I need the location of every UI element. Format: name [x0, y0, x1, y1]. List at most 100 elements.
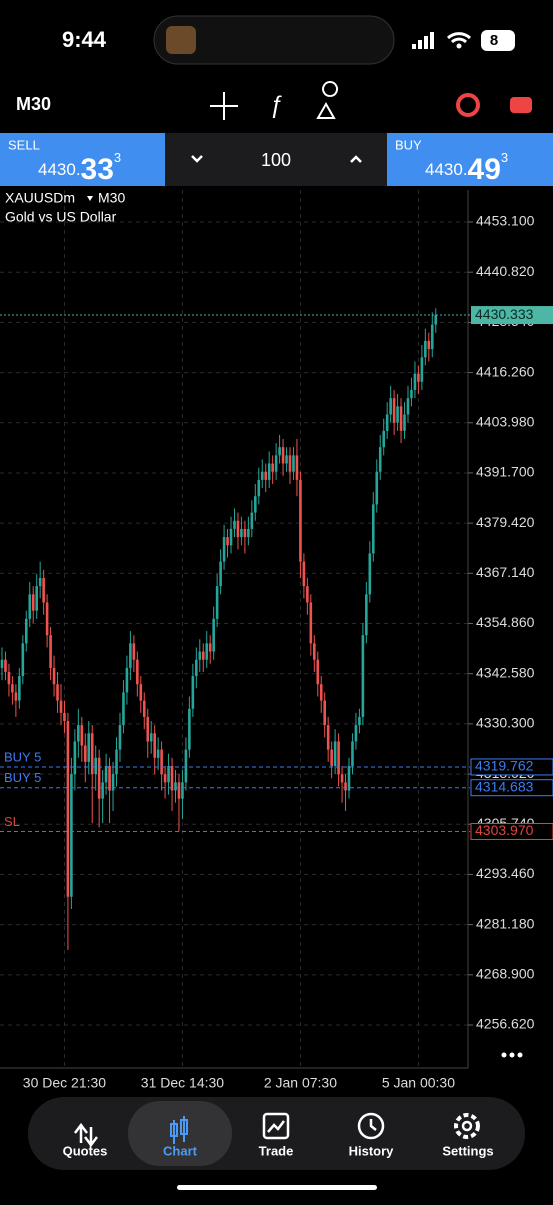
candle-body	[167, 765, 170, 783]
candle-body	[382, 430, 385, 448]
volume-arrows[interactable]	[191, 155, 362, 163]
candle-body	[4, 659, 7, 672]
candle-body	[191, 676, 195, 709]
candle-body	[28, 594, 32, 619]
tab-bar	[28, 1097, 525, 1170]
timeframe-button[interactable]: M30	[16, 94, 51, 114]
candle-body	[299, 479, 302, 562]
candle-body	[45, 602, 49, 636]
candle-body	[226, 537, 229, 546]
candle-body	[236, 520, 240, 538]
candle-body	[333, 741, 337, 766]
candle-body	[302, 561, 306, 587]
price-big: 49	[468, 153, 501, 186]
price-main: 4430.	[38, 160, 81, 179]
candle-body	[83, 745, 87, 762]
chart-icon-body	[170, 1123, 178, 1137]
candle-body	[361, 635, 365, 717]
candle-body	[7, 671, 11, 685]
price-main: 4430.	[425, 160, 468, 179]
candle-body	[80, 725, 84, 746]
candle-body	[149, 733, 153, 742]
candle-body	[354, 725, 358, 742]
candle-body	[389, 398, 392, 415]
candle-body	[399, 406, 403, 431]
tab-label[interactable]: Settings	[442, 1143, 493, 1158]
candle-body	[257, 479, 261, 497]
more-menu[interactable]	[501, 1052, 523, 1058]
crosshair-icon[interactable]	[210, 92, 238, 120]
tab-label[interactable]: Trade	[259, 1143, 294, 1158]
history-hands	[369, 1119, 377, 1131]
battery	[481, 30, 515, 51]
candle-body	[125, 667, 129, 693]
candle-body	[70, 774, 73, 897]
candle-body	[163, 774, 167, 783]
candle-body	[11, 684, 14, 693]
candle-body	[410, 389, 413, 399]
candle-body	[371, 504, 375, 554]
candle-body	[56, 684, 59, 701]
candle-body	[205, 643, 209, 660]
candle-body	[233, 520, 236, 529]
candle-body	[49, 635, 52, 668]
candle-body	[184, 749, 188, 783]
settings-hub	[461, 1120, 473, 1132]
candle-body	[430, 324, 434, 350]
candle-body	[281, 447, 285, 464]
candle-body	[292, 455, 295, 472]
candle-body	[247, 528, 250, 538]
objects-icon[interactable]	[316, 81, 339, 119]
y-tick-label: 4268.900	[476, 966, 535, 982]
candle-body	[142, 700, 146, 717]
candle-body	[160, 749, 163, 775]
symbol[interactable]: XAUUSDm	[5, 190, 75, 206]
candle-body	[344, 782, 347, 791]
y-tick-label: 4391.700	[476, 464, 535, 480]
candle-body	[413, 373, 417, 390]
tab-label[interactable]: Chart	[163, 1143, 198, 1158]
tab-label[interactable]: History	[349, 1143, 395, 1158]
y-tick-label: 4342.580	[476, 664, 535, 680]
candle-body	[52, 667, 56, 685]
candle-body	[132, 643, 136, 660]
candle-body	[330, 749, 333, 766]
order-label: SL	[4, 814, 20, 829]
signal	[412, 32, 434, 49]
candle-body	[35, 586, 38, 611]
account-icon[interactable]	[510, 97, 532, 113]
candle-body	[243, 528, 247, 538]
candle-body	[66, 721, 70, 897]
candle-body	[136, 659, 139, 685]
candle-body	[260, 471, 264, 480]
y-tick-label: 4256.620	[476, 1016, 535, 1032]
candle-body	[177, 782, 181, 799]
trade-icon	[262, 1112, 290, 1140]
indicator-icon[interactable]: ƒ	[269, 91, 282, 118]
order-price-tag	[470, 779, 553, 797]
candle-body	[153, 733, 156, 758]
candle-body	[38, 577, 42, 587]
one-click-icon[interactable]	[456, 93, 480, 117]
order-label: BUY 5	[4, 770, 41, 785]
clock: 9:44	[62, 27, 107, 52]
buy-button[interactable]	[387, 133, 553, 186]
candle-body	[240, 528, 243, 538]
candle-body	[378, 447, 382, 472]
candle-body	[14, 692, 18, 701]
candle-body	[385, 414, 389, 431]
order-price: 4314.683	[475, 778, 534, 794]
chart-layer: 4453.1004440.8204428.5404416.2604403.980…	[0, 190, 553, 1091]
candle-body	[351, 741, 354, 766]
volume[interactable]: 100	[261, 150, 291, 170]
y-tick-label: 4281.180	[476, 915, 535, 931]
order-label: BUY 5	[4, 749, 41, 764]
tab-label[interactable]: Quotes	[63, 1143, 108, 1158]
candle-body	[285, 455, 288, 464]
y-tick-label: 4354.860	[476, 614, 535, 630]
price-sup: 3	[501, 150, 508, 165]
sell-button[interactable]	[0, 133, 165, 186]
candle-body	[146, 716, 150, 742]
candle-body	[326, 725, 330, 750]
candle-body	[337, 741, 340, 775]
